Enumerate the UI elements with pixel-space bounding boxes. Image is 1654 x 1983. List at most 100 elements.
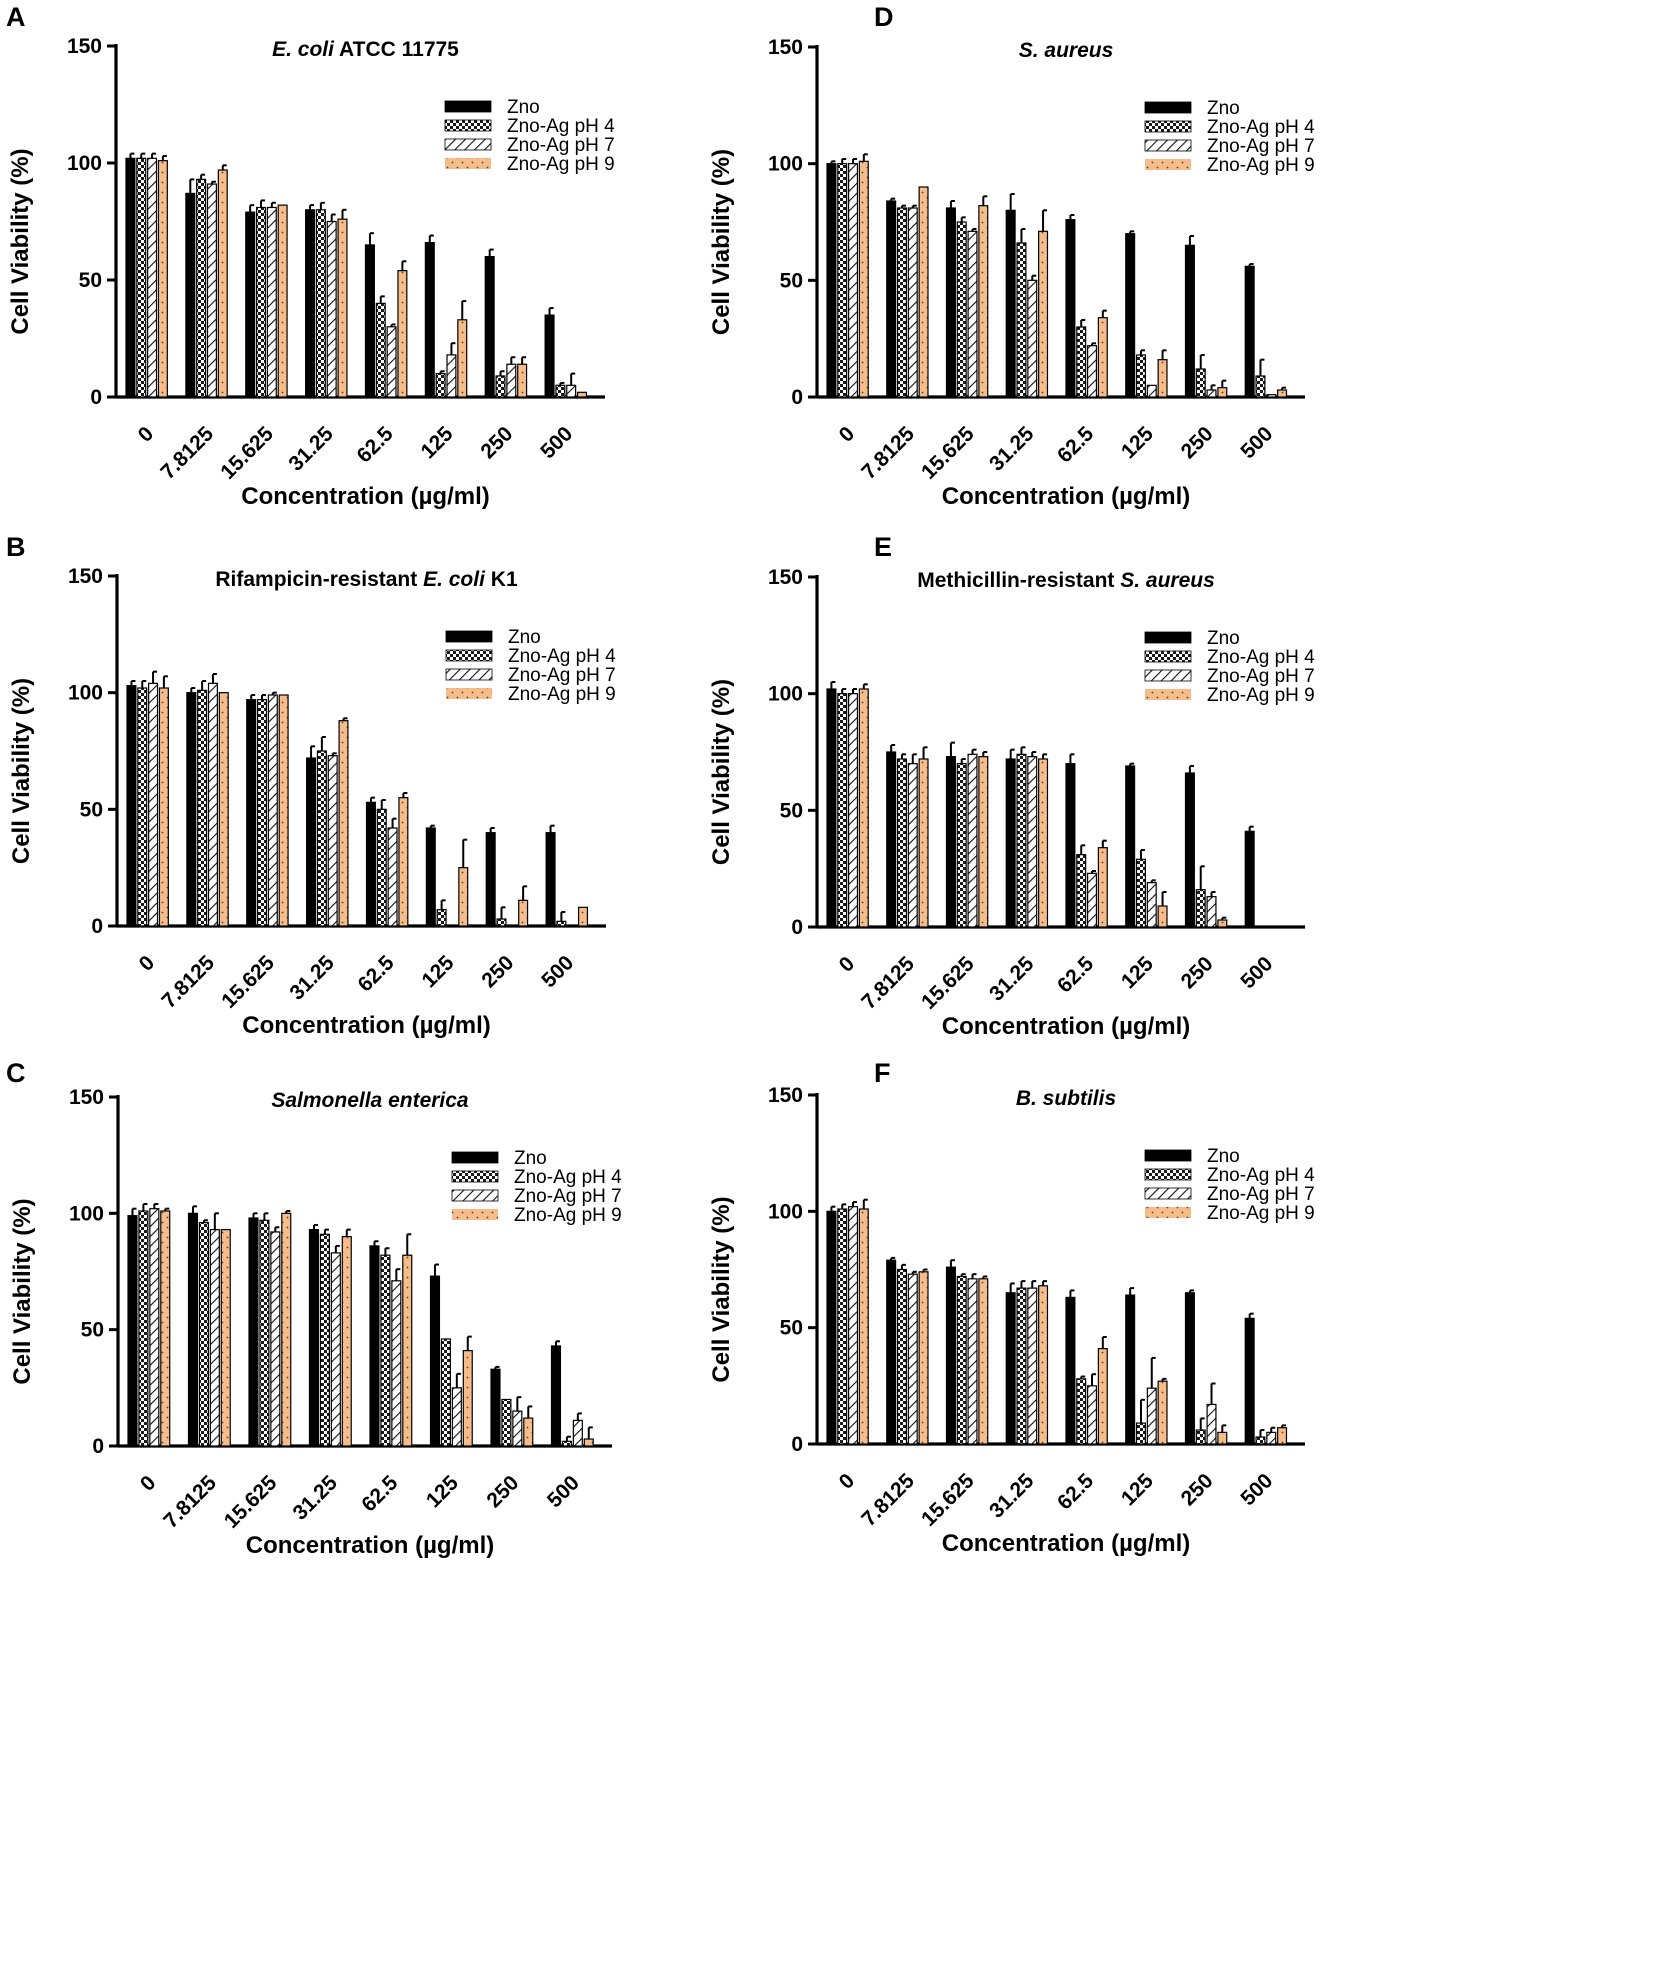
bar-zno-ag-ph-9-125 bbox=[462, 1350, 473, 1447]
bar-zno-ag-ph-4-500 bbox=[555, 384, 566, 398]
bar-zno-ag-ph-4-31_25 bbox=[1016, 1287, 1027, 1445]
bar-zno-ag-ph-4-31_25 bbox=[315, 209, 326, 398]
x-tick-label: 62.5 bbox=[1053, 952, 1098, 997]
bar-zno-ag-ph-4-15_625 bbox=[956, 1275, 967, 1445]
bar-zno-ag-ph-7-7_8125 bbox=[207, 682, 218, 927]
bar-zno-ag-ph-4-125 bbox=[440, 1338, 451, 1447]
x-tick-label: 7.8125 bbox=[159, 1471, 221, 1533]
bar-zno-125 bbox=[1125, 233, 1136, 398]
bar-zno-ag-ph-9-0 bbox=[158, 687, 169, 927]
bar-zno-ag-ph-7-31_25 bbox=[1027, 1287, 1038, 1445]
bar-zno-ag-ph-9-0 bbox=[858, 1208, 869, 1445]
x-tick-label: 125 bbox=[1117, 1469, 1158, 1510]
y-tick-label: 0 bbox=[791, 1433, 803, 1456]
bar-zno-ag-ph-9-15_625 bbox=[278, 694, 289, 927]
y-tick-label: 100 bbox=[768, 153, 803, 176]
y-tick-label: 150 bbox=[768, 566, 803, 589]
y-tick-label: 100 bbox=[69, 1202, 104, 1225]
x-tick-label: 15.625 bbox=[220, 1471, 282, 1533]
bar-zno-31_25 bbox=[306, 757, 317, 927]
bar-zno-500 bbox=[1244, 265, 1255, 398]
legend-swatch bbox=[1145, 689, 1191, 700]
bar-zno-62_5 bbox=[365, 801, 376, 927]
bar-zno-0 bbox=[826, 1210, 837, 1445]
y-axis-title: Cell Viability (%) bbox=[8, 678, 35, 864]
bar-zno-31_25 bbox=[308, 1229, 320, 1447]
x-tick-label: 250 bbox=[1177, 1469, 1218, 1510]
y-tick-label: 150 bbox=[68, 565, 103, 588]
x-tick-label: 15.625 bbox=[917, 1469, 979, 1531]
y-tick-label: 100 bbox=[768, 683, 803, 706]
bar-zno-15_625 bbox=[245, 211, 256, 398]
y-tick-label: 0 bbox=[791, 386, 803, 409]
bar-zno-ag-ph-9-15_625 bbox=[978, 756, 989, 928]
bar-zno-ag-ph-9-125 bbox=[1157, 359, 1168, 398]
bar-zno-ag-ph-9-125 bbox=[1157, 905, 1168, 928]
bar-zno-ag-ph-4-7_8125 bbox=[896, 1268, 907, 1445]
x-tick-label: 500 bbox=[536, 422, 577, 463]
bar-zno-ag-ph-9-31_25 bbox=[1038, 230, 1049, 398]
bar-zno-ag-ph-7-62_5 bbox=[391, 1280, 402, 1447]
bar-zno-500 bbox=[545, 832, 556, 927]
bar-zno-ag-ph-9-125 bbox=[458, 867, 469, 927]
bar-zno-ag-ph-4-500 bbox=[561, 1440, 572, 1447]
bar-zno-ag-ph-4-125 bbox=[1135, 354, 1146, 398]
bar-zno-ag-ph-7-62_5 bbox=[386, 326, 397, 398]
bar-zno-ag-ph-4-500 bbox=[556, 920, 567, 927]
bar-zno-7_8125 bbox=[185, 192, 196, 398]
x-tick-label: 125 bbox=[417, 422, 458, 463]
y-tick-label: 50 bbox=[780, 269, 803, 292]
bar-zno-ag-ph-4-250 bbox=[496, 918, 507, 927]
bar-zno-62_5 bbox=[1065, 1296, 1076, 1445]
bar-zno-ag-ph-9-7_8125 bbox=[918, 758, 929, 928]
bar-zno-ag-ph-7-7_8125 bbox=[907, 207, 918, 398]
legend-label: Zno bbox=[507, 97, 540, 118]
chart-title: Rifampicin-resistant E. coli K1 bbox=[215, 568, 518, 591]
panel-letter: C bbox=[6, 1058, 26, 1088]
bar-zno-ag-ph-9-31_25 bbox=[337, 218, 348, 398]
bar-zno-ag-ph-4-62_5 bbox=[380, 1254, 391, 1447]
legend-swatch bbox=[1144, 631, 1192, 644]
bar-zno-62_5 bbox=[364, 244, 375, 398]
bar-zno-ag-ph-9-62_5 bbox=[398, 797, 409, 927]
bar-zno-ag-ph-4-500 bbox=[1255, 375, 1266, 398]
bar-zno-ag-ph-9-62_5 bbox=[402, 1254, 413, 1447]
bar-zno-31_25 bbox=[1005, 209, 1016, 398]
legend-label: Zno-Ag pH 9 bbox=[1207, 1203, 1315, 1224]
bar-zno-ag-ph-7-250 bbox=[1206, 1403, 1217, 1445]
bar-zno-ag-ph-7-7_8125 bbox=[209, 1229, 220, 1447]
x-axis-title: Concentration (µg/ml) bbox=[241, 483, 489, 510]
bar-zno-ag-ph-7-62_5 bbox=[387, 827, 398, 927]
bar-zno-125 bbox=[429, 1275, 441, 1447]
x-tick-label: 0 bbox=[835, 952, 860, 977]
bar-zno-7_8125 bbox=[886, 1259, 897, 1445]
bar-zno-ag-ph-9-0 bbox=[858, 688, 869, 928]
bar-zno-ag-ph-4-62_5 bbox=[1076, 326, 1087, 398]
y-axis-title: Cell Viability (%) bbox=[708, 1196, 735, 1382]
bar-zno-ag-ph-7-125 bbox=[1146, 384, 1157, 398]
bar-zno-ag-ph-9-7_8125 bbox=[217, 169, 228, 398]
bar-zno-15_625 bbox=[246, 699, 257, 927]
x-axis-title: Concentration (µg/ml) bbox=[942, 1013, 1190, 1040]
bar-zno-15_625 bbox=[945, 207, 956, 398]
bar-zno-ag-ph-9-250 bbox=[1217, 1431, 1228, 1445]
x-tick-label: 31.25 bbox=[985, 1469, 1039, 1523]
bar-zno-ag-ph-7-15_625 bbox=[967, 753, 978, 928]
bar-zno-0 bbox=[826, 163, 837, 398]
bar-zno-ag-ph-4-0 bbox=[136, 157, 147, 398]
y-tick-label: 150 bbox=[67, 35, 102, 58]
x-tick-label: 500 bbox=[1236, 952, 1277, 993]
bar-zno-ag-ph-4-15_625 bbox=[259, 1219, 270, 1447]
legend-swatch bbox=[445, 630, 493, 643]
y-tick-label: 50 bbox=[780, 799, 803, 822]
bar-zno-62_5 bbox=[369, 1245, 380, 1447]
bar-zno-ag-ph-9-7_8125 bbox=[218, 692, 229, 927]
x-tick-label: 7.8125 bbox=[857, 422, 919, 484]
y-axis-title: Cell Viability (%) bbox=[9, 1198, 36, 1384]
legend-label: Zno bbox=[514, 1148, 547, 1169]
bar-zno-ag-ph-9-15_625 bbox=[281, 1212, 292, 1447]
legend-label: Zno-Ag pH 7 bbox=[514, 1186, 622, 1207]
